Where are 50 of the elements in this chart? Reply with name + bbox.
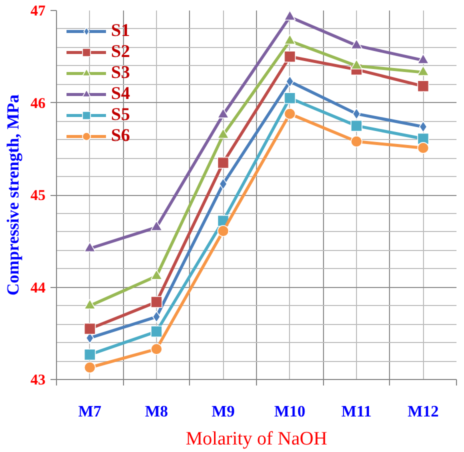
point <box>150 296 162 308</box>
point <box>84 362 96 374</box>
point <box>417 54 430 64</box>
legend-label: S5 <box>111 104 131 125</box>
legend-label: S2 <box>111 41 131 62</box>
x-tick-label: M7 <box>78 404 102 420</box>
point <box>217 108 230 118</box>
point <box>284 10 296 21</box>
point <box>217 225 230 237</box>
point <box>284 34 296 45</box>
y-tick-label: 44 <box>30 280 46 296</box>
y-tick-label: 46 <box>30 96 46 112</box>
point <box>417 66 430 76</box>
x-tick-label: M8 <box>144 404 168 420</box>
point <box>417 142 430 154</box>
point <box>150 269 162 280</box>
point <box>150 343 162 355</box>
x-tick-label: M9 <box>212 404 235 420</box>
point <box>217 156 230 169</box>
legend-label: S3 <box>111 62 131 83</box>
point <box>217 128 230 139</box>
point <box>350 38 362 50</box>
y-tick-label: 45 <box>30 188 46 204</box>
point <box>350 120 362 132</box>
x-tick-label: M11 <box>341 404 372 420</box>
y-axis-title: Compressive strength, MPa <box>4 94 22 296</box>
point <box>150 220 162 231</box>
point <box>284 108 296 120</box>
point <box>350 136 362 148</box>
point <box>84 322 96 335</box>
legend-label: S4 <box>111 83 131 104</box>
x-axis-title: Molarity of NaOH <box>186 428 328 450</box>
point <box>84 298 96 310</box>
y-tick-label: 47 <box>30 4 46 20</box>
point <box>284 50 296 63</box>
point <box>417 80 430 92</box>
point <box>84 348 96 360</box>
point <box>284 92 296 104</box>
y-tick-label: 43 <box>30 372 46 388</box>
point <box>286 76 294 88</box>
legend-label: S6 <box>111 125 131 146</box>
point <box>150 326 162 338</box>
point <box>352 108 361 120</box>
point <box>152 310 161 323</box>
x-tick-label: M10 <box>274 404 306 420</box>
legend-label: S1 <box>111 20 131 41</box>
point <box>219 178 228 190</box>
point <box>350 59 362 70</box>
x-tick-label: M12 <box>408 404 439 420</box>
point <box>84 242 96 252</box>
